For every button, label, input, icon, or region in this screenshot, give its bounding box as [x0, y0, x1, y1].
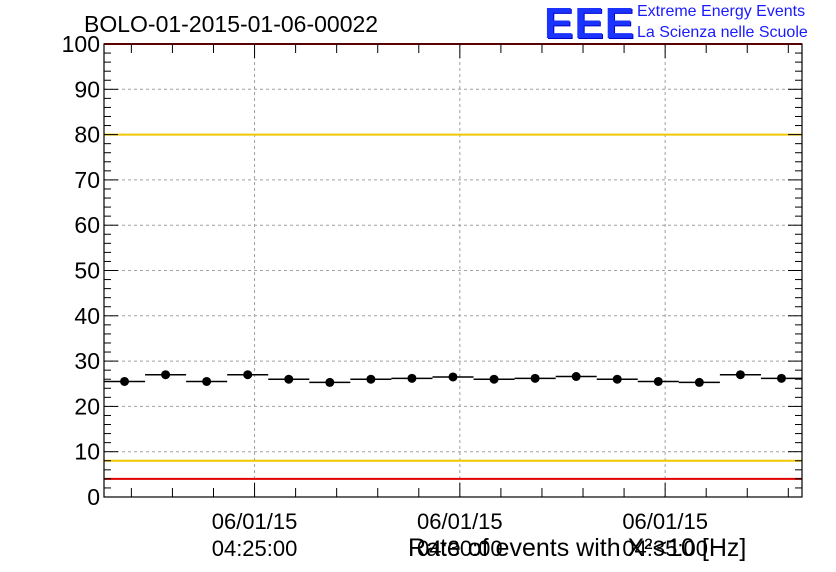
data-point	[612, 374, 622, 384]
data-series	[104, 370, 802, 387]
x-tick-label-time: 04:30:00	[417, 536, 503, 561]
y-tick-label: 10	[74, 439, 100, 465]
x-tick-label-time: 04:25:00	[212, 536, 298, 561]
y-tick-label: 30	[74, 348, 100, 374]
data-point	[653, 376, 663, 386]
x-tick-label-date: 06/01/15	[212, 509, 298, 534]
data-point	[407, 373, 417, 383]
data-point	[325, 377, 335, 387]
data-point	[530, 373, 540, 383]
x-tick-label-date: 06/01/15	[417, 509, 503, 534]
data-point	[161, 370, 171, 380]
data-point	[202, 376, 212, 386]
y-tick-label: 0	[87, 484, 100, 510]
eee-logo: EEE	[544, 0, 636, 48]
x-tick-label-date: 06/01/15	[622, 509, 708, 534]
reference-lines	[104, 43, 802, 480]
data-point	[243, 370, 253, 380]
data-point	[366, 374, 376, 384]
y-tick-label: 100	[62, 31, 100, 57]
x-axis: 06/01/1504:25:0006/01/1504:30:0006/01/15…	[130, 44, 789, 561]
y-tick-label: 60	[74, 212, 100, 238]
x-tick-label-time: 04:35:00	[622, 536, 708, 561]
data-point	[776, 373, 786, 383]
data-point	[489, 374, 499, 384]
data-point	[735, 370, 745, 380]
run-title: BOLO-01-2015-01-06-00022	[84, 11, 379, 37]
y-tick-label: 40	[74, 303, 100, 329]
y-tick-label: 80	[74, 122, 100, 148]
data-point	[448, 372, 458, 382]
data-point	[284, 374, 294, 384]
grid-lines	[104, 44, 802, 497]
y-tick-label: 90	[74, 76, 100, 102]
y-tick-label: 20	[74, 393, 100, 419]
y-tick-label: 70	[74, 167, 100, 193]
data-point	[120, 376, 130, 386]
y-axis: 0 10 20 30 40 50 60 70 80 90 100	[62, 31, 802, 510]
logo-line-1: Extreme Energy Events	[637, 3, 806, 20]
logo-line-2: La Scienza nelle Scuole	[637, 24, 808, 41]
data-point	[694, 377, 704, 387]
y-tick-label: 50	[74, 258, 100, 284]
data-point	[571, 372, 581, 382]
x-axis-title: Rate of events with X²<10 [Hz]	[408, 534, 747, 562]
